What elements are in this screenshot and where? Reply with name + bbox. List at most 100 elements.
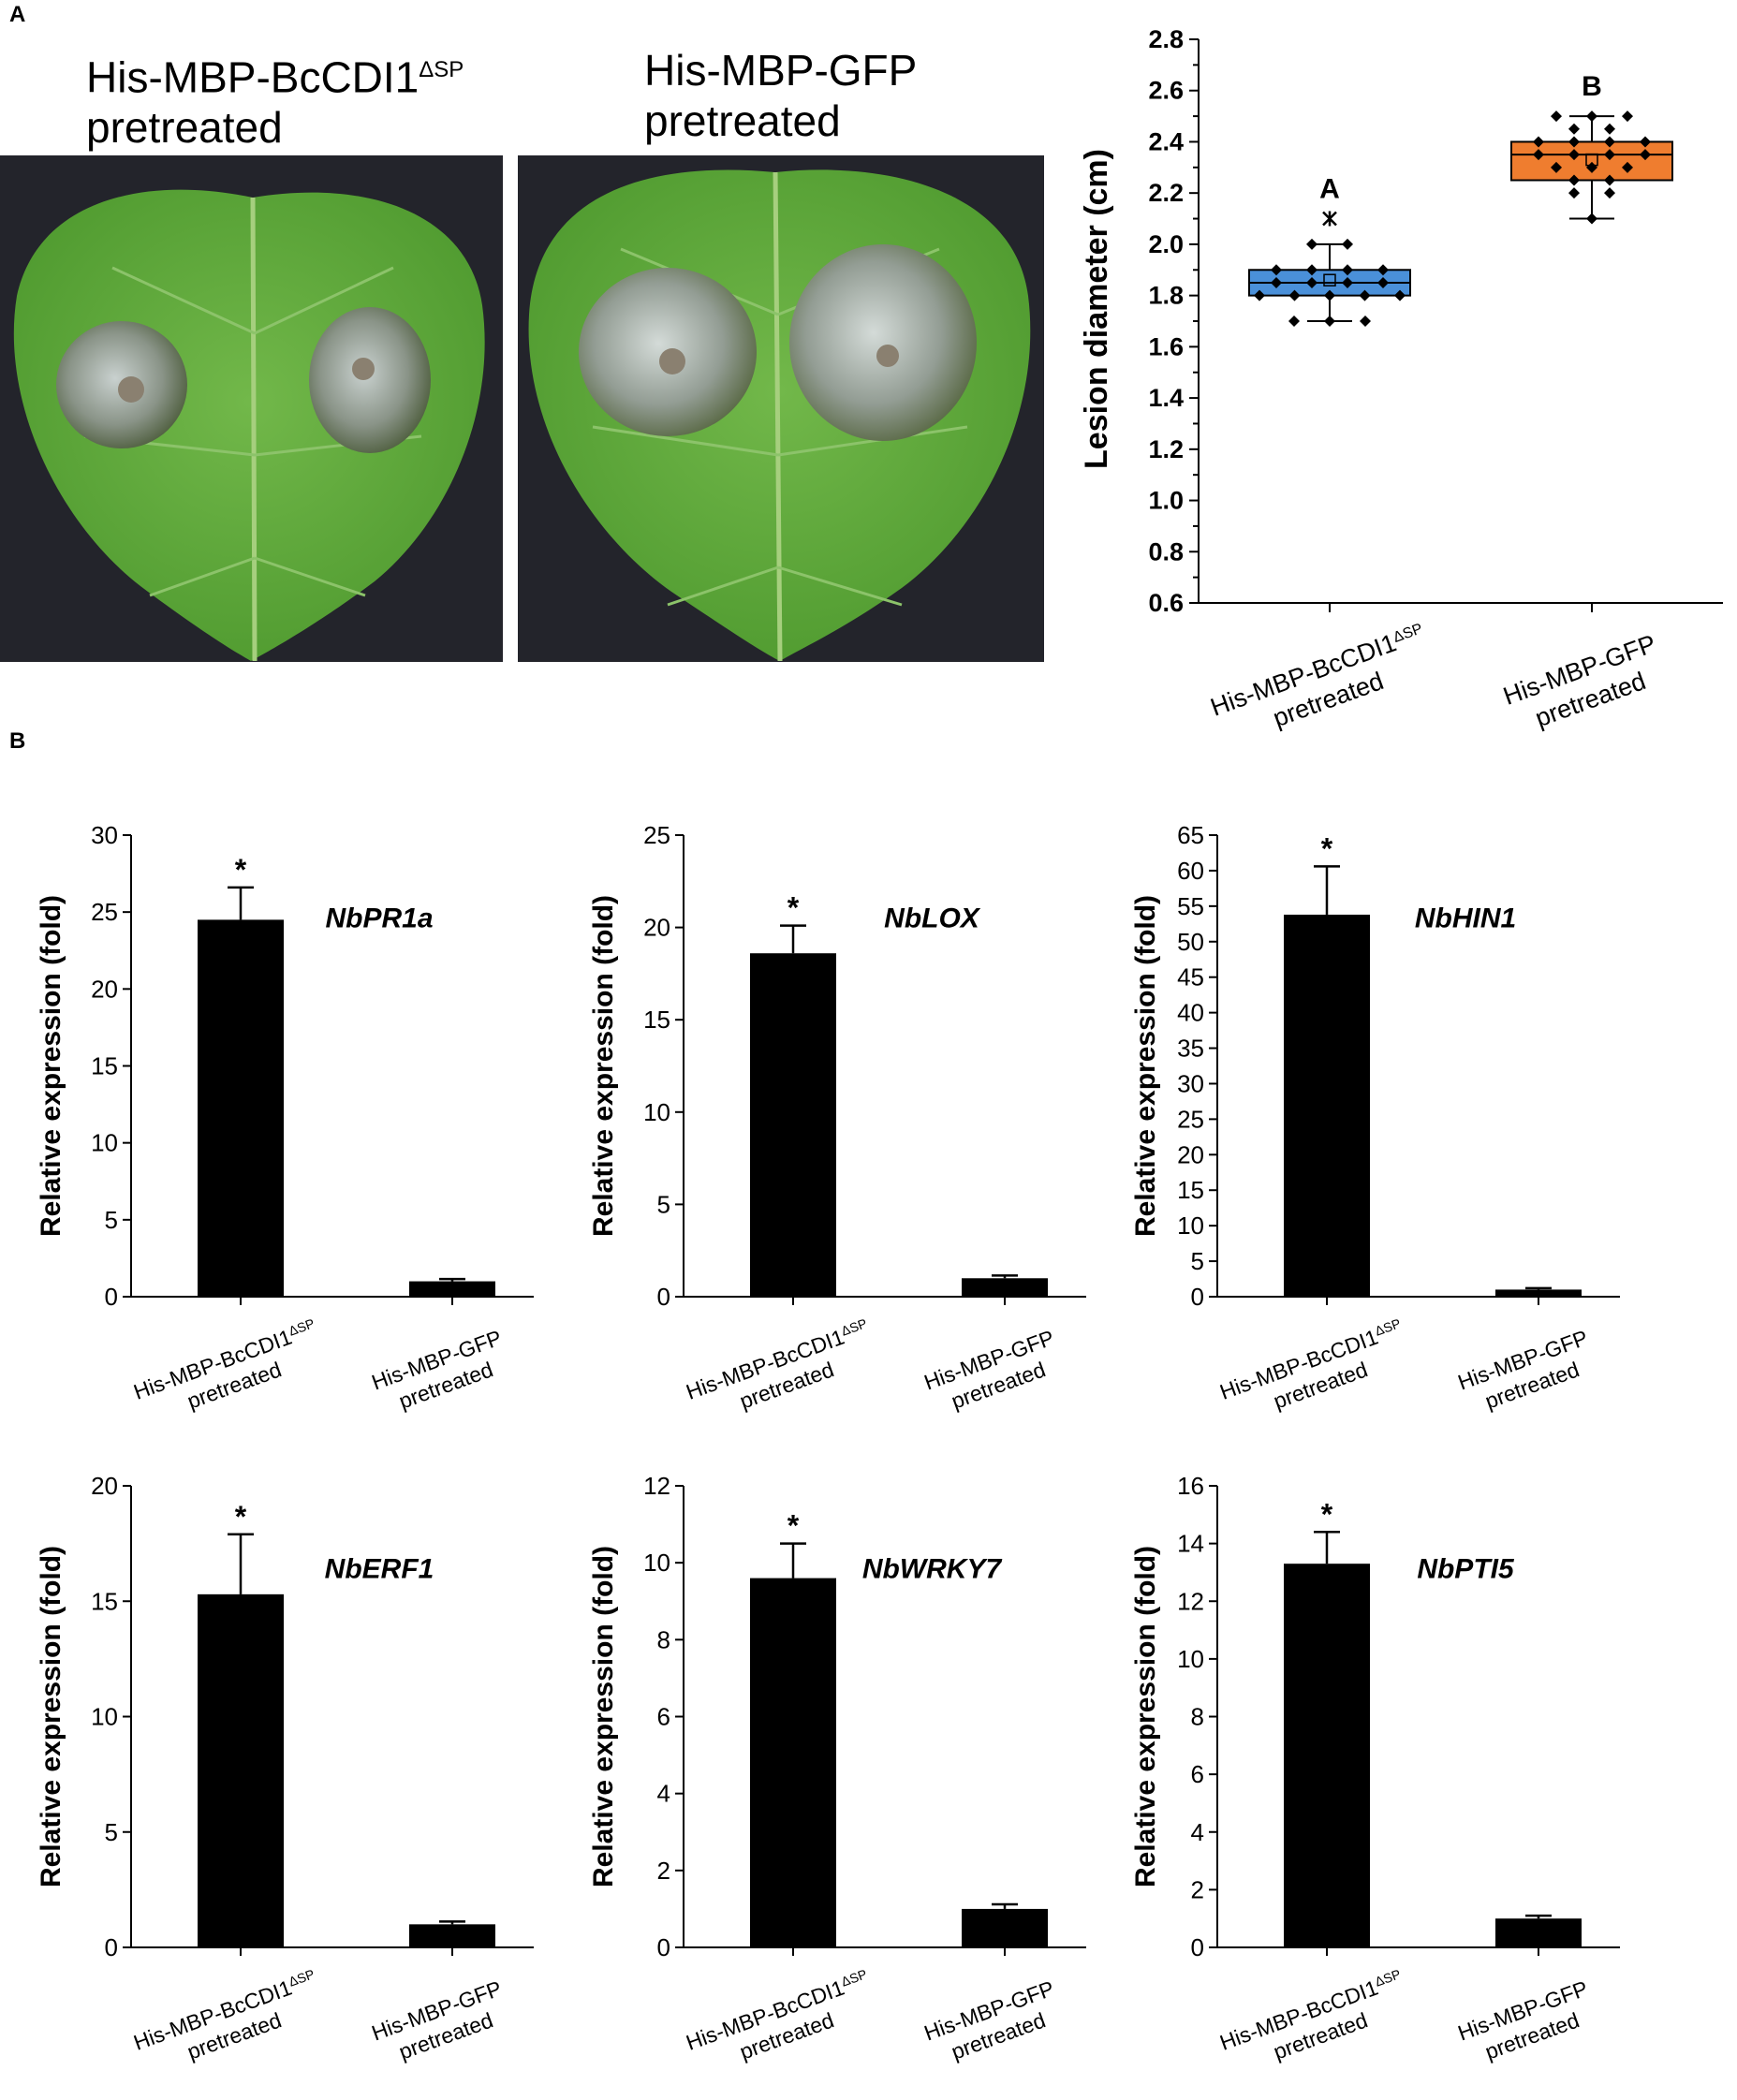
leaf-photo-gfp [518,155,1044,662]
data-point [1640,136,1651,148]
data-point [1586,110,1597,123]
data-point [1394,289,1406,301]
y-tick-label: 50 [1177,928,1204,956]
y-tick-label: 0 [1191,1283,1204,1311]
y-tick-label: 25 [1177,1105,1204,1133]
y-tick-label: 8 [657,1625,670,1653]
bar-1 [1284,914,1370,1297]
significance-asterisk: * [1321,1497,1333,1531]
lesion-boxplot: Lesion diameter (cm) 0.6 0.8 1.0 1.2 1.4 1.6 1… [1079,25,1723,732]
data-point [1586,213,1597,225]
mean-marker [1323,273,1336,286]
y-tick-label: 5 [105,1206,118,1234]
data-point [1288,289,1301,301]
y-tick-label: 4 [657,1780,670,1808]
data-point [1640,149,1651,161]
data-point [1377,276,1389,288]
y-tick-label: 20 [643,914,670,942]
bar-chart-nblox: Relative expression (fold) 0 5 10 15 20 25 * His… [588,821,1086,1414]
y-tick-label: 0 [657,1933,670,1961]
data-point [1604,174,1615,186]
data-point [1377,264,1389,276]
data-point [1568,174,1580,186]
y-tick-label: 5 [105,1818,118,1846]
data-point [1533,136,1544,148]
x-tick-label-sup: ΔSP [1373,1315,1403,1339]
y-tick-label: 2.4 [1148,127,1184,155]
y-tick-label: 25 [643,821,670,849]
panel-label-a: A [9,2,26,27]
gene-name-label: NbPR1a [325,903,433,934]
outlier-marker [1322,211,1337,227]
data-point [1622,161,1633,173]
photo-1-title-line2: pretreated [86,103,283,153]
y-tick-label: 10 [643,1549,670,1577]
y-tick-label: 40 [1177,999,1204,1027]
data-point [1551,161,1562,173]
significance-letter: A [1319,174,1340,205]
significance-asterisk: * [235,1500,247,1534]
significance-asterisk: * [1321,831,1333,865]
data-point [1342,264,1353,276]
data-point [1324,289,1335,301]
y-tick-label: 12 [643,1472,670,1500]
y-tick-label: 2.2 [1148,179,1184,207]
photo-2-title-line2: pretreated [644,96,841,145]
data-point [1288,316,1300,327]
y-tick-label: 6 [657,1703,670,1731]
photo-1-title-line1: His-MBP-BcCDI1 [86,52,420,102]
data-point [1568,123,1580,135]
data-point [1568,187,1580,199]
y-tick-label: 2.6 [1148,77,1184,105]
gene-name-label: NbWRKY7 [862,1554,1003,1585]
photo-2-title-line1: His-MBP-GFP [644,46,918,95]
y-tick-label: 20 [1177,1140,1204,1168]
y-tick-label: 10 [91,1129,118,1157]
y-tick-label: 65 [1177,821,1204,849]
bar-chart-nbwrky7: Relative expression (fold) 0 2 4 6 8 10 12 * His-… [588,1472,1086,2064]
significance-asterisk: * [235,853,247,887]
y-axis-title: Relative expression (fold) [1130,1546,1161,1887]
data-point [1604,149,1615,161]
x-tick-label-sup: ΔSP [1391,621,1425,646]
y-tick-label: 12 [1177,1587,1204,1615]
bar-1 [750,1578,836,1947]
data-point [1324,316,1335,327]
bar-1 [198,1593,284,1947]
x-tick-label-sup: ΔSP [839,1315,869,1339]
y-tick-label: 1.4 [1148,384,1184,412]
gene-name-label: NbHIN1 [1415,903,1516,934]
y-tick-label: 4 [1191,1818,1204,1846]
y-tick-label: 2.8 [1148,25,1184,53]
data-point [1342,238,1353,250]
data-point [1306,276,1317,288]
y-tick-label: 0 [105,1933,118,1961]
y-tick-label: 10 [91,1703,118,1731]
y-tick-label: 1.2 [1148,435,1184,463]
bar-2 [1495,1918,1582,1947]
data-point [1604,187,1615,199]
y-tick-label: 35 [1177,1035,1204,1063]
y-tick-label: 8 [1191,1703,1204,1731]
bar-chart-nbhin1: Relative expression (fold) 0 5 10 15 20 25 30 35… [1130,821,1620,1414]
significance-asterisk: * [788,891,800,925]
y-tick-label: 25 [91,898,118,926]
y-tick-label: 10 [643,1098,670,1126]
y-tick-label: 16 [1177,1472,1204,1500]
data-point [1360,316,1371,327]
gene-name-label: NbPTI5 [1417,1554,1515,1585]
y-tick-label: 0 [657,1283,670,1311]
data-point [1306,264,1317,276]
y-tick-label: 55 [1177,892,1204,920]
x-tick-label-sup: ΔSP [839,1966,869,1990]
bar-1 [750,953,836,1297]
